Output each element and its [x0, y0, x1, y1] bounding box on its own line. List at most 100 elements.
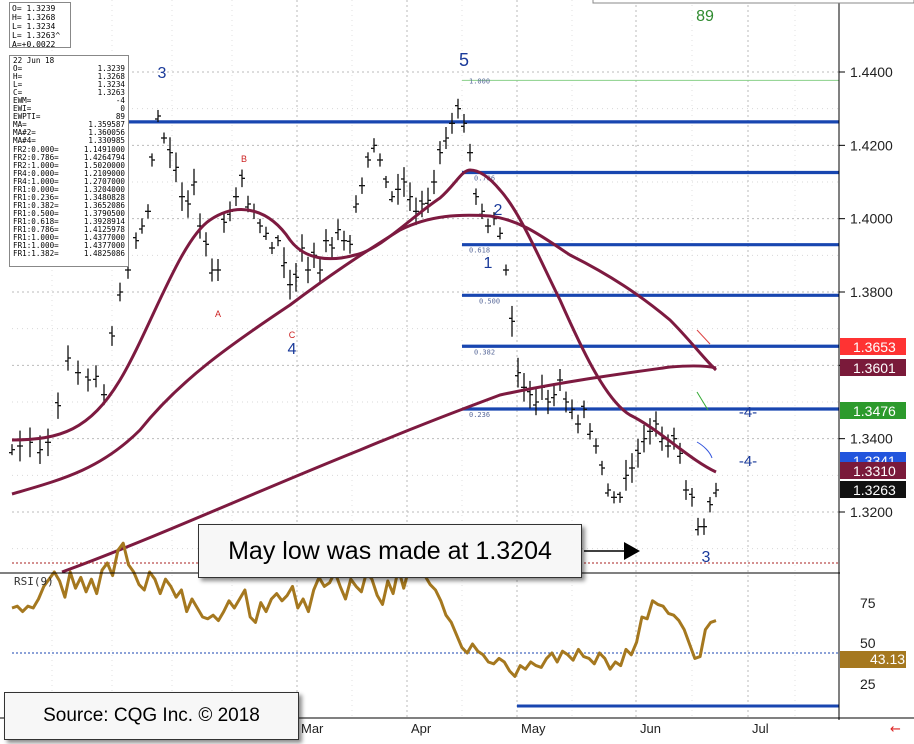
info-row-key: MA= [13, 120, 27, 130]
info-row: FR1:0.000= 1.3204000 [13, 184, 125, 194]
month-label: Mar [301, 721, 324, 736]
info-row: FR2:0.786= 1.4264794 [13, 153, 125, 162]
info-row-key: FR1:0.236= [13, 192, 59, 202]
info-row-value: 1.4377000 [83, 241, 125, 251]
wave-label: 2 [494, 202, 503, 219]
moving-averages [11, 168, 718, 574]
info-row: FR2:1.000= 1.5020000 [13, 160, 125, 170]
price-flag [840, 481, 906, 498]
rsi-tick: 75 [860, 595, 876, 611]
quote-box: O= 1.3239 H= 1.3268 L= 1.3234 L= 1.3263^… [9, 2, 71, 49]
info-row: FR1:0.236= 1.3480828 [13, 192, 125, 202]
info-row: FR1:0.618= 1.3928914 [13, 216, 125, 226]
info-row: FR1:0.786= 1.4125978 [13, 225, 125, 234]
ma-mid [11, 213, 718, 496]
info-row: O= 1.3239 [13, 64, 125, 74]
info-row-value: 1.3652086 [83, 200, 125, 210]
info-row-value: 1.3928914 [83, 216, 125, 226]
rsi-tick: 25 [860, 676, 876, 692]
info-row-value: 1.3204000 [83, 184, 125, 194]
price-flag-value: 1.3601 [853, 360, 896, 376]
fibonacci-lines: 1.000 0.786 0.618 0.500 0.382 0.236 [12, 77, 839, 419]
info-row: EWM= -4 [13, 97, 125, 105]
source-callout: Source: CQG Inc. © 2018 [4, 692, 299, 740]
info-row-key: FR4:1.000= [13, 176, 59, 186]
info-rows: O= 1.3239 H= 1.3268 L= 1.3234 C= 1.3263 EWM= -4 EW… [13, 64, 125, 258]
info-row-key: FR1:1.382= [13, 249, 59, 259]
scroll-arrow-icon: ← [890, 722, 901, 737]
wave-label: 5 [459, 50, 469, 70]
info-row-key: L= [13, 80, 23, 90]
price-flag-value: 1.3310 [853, 463, 896, 479]
price-flag [840, 338, 906, 355]
info-row-key: MA#2= [13, 128, 36, 138]
info-row-value: 1.2707000 [83, 176, 125, 186]
wave-label: 3 [158, 65, 167, 82]
quote-line: H= 1.3268 [12, 13, 56, 22]
info-row-key: EWI= [13, 104, 32, 114]
info-row: EWPTI= 89 [13, 113, 125, 121]
ma-slow [61, 364, 717, 574]
wave-label: 4 [288, 341, 297, 358]
month-label: May [521, 721, 546, 736]
info-row: FR1:1.000= 1.4377000 [13, 242, 125, 250]
info-row-value: 1.3234 [97, 80, 125, 90]
month-label: Jul [752, 721, 769, 736]
callout-arrow-icon [624, 542, 640, 560]
price-flag [840, 402, 906, 419]
info-row-value: 1.3790500 [83, 208, 125, 218]
info-row-value: 1.359587 [88, 120, 125, 130]
quote-line: L= 1.3234 [12, 22, 56, 31]
info-row-value: 1.3480828 [83, 192, 125, 202]
info-row-key: MA#4= [13, 136, 36, 146]
info-row: FR1:1.000= 1.4377000 [13, 233, 125, 243]
info-row-key: FR2:1.000= [13, 160, 59, 170]
rsi-panel: RSI(9) 75 50 25 43.13 [11, 541, 906, 708]
price-tick-label: 1.4000 [850, 211, 893, 227]
info-row: FR4:0.000= 1.2109000 [13, 169, 125, 178]
info-row-value: 1.360056 [88, 128, 125, 138]
price-tick-label: 1.3800 [850, 284, 893, 300]
info-row-key: EWPTI= [13, 112, 41, 122]
price-tick-label: 1.3200 [850, 504, 893, 520]
wave-label: B [241, 154, 247, 164]
rsi-tick: 50 [860, 635, 876, 651]
projection-red [696, 329, 711, 345]
info-row-value: 1.3239 [97, 64, 125, 74]
price-tick-label: 1.3400 [850, 431, 893, 447]
price-flag-value: 1.3263 [853, 482, 896, 498]
quote-line: A=+0.0022 [12, 40, 56, 49]
fib-label: 0.382 [474, 348, 495, 356]
wave-label: A [215, 309, 221, 319]
info-row-value: 1.3263 [97, 88, 125, 98]
fib-label: 0.500 [479, 297, 500, 305]
info-row-value: 1.3268 [97, 72, 125, 82]
wave-label: 3 [702, 549, 711, 566]
info-date: 22 Jun 18 [13, 56, 55, 65]
ma-fast [11, 168, 717, 474]
info-row: EWI= 0 [13, 105, 125, 113]
price-tick-label: 1.4400 [850, 64, 893, 80]
info-row-key: O= [13, 64, 23, 74]
fib-label: 0.618 [469, 247, 490, 255]
info-row-key: C= [13, 88, 23, 98]
rsi-flag [840, 651, 906, 668]
info-row: FR1:1.382= 1.4825086 [13, 250, 125, 258]
projection-green [696, 391, 709, 411]
projection-blue [696, 441, 713, 459]
info-row-key: FR1:1.000= [13, 233, 59, 243]
info-row-value: 1.4377000 [83, 233, 125, 243]
info-row: C= 1.3263 [13, 89, 125, 97]
info-row: FR1:0.382= 1.3652086 [13, 200, 125, 210]
wave-label: 1 [484, 255, 493, 272]
info-row: MA#4= 1.330985 [13, 137, 125, 145]
price-flag [840, 359, 906, 376]
wave-label: -4- [739, 453, 757, 470]
info-row: L= 1.3234 [13, 81, 125, 89]
price-flag-value: 1.3653 [853, 339, 896, 355]
info-row-key: FR1:0.382= [13, 200, 59, 210]
info-row-key: FR1:0.500= [13, 208, 59, 218]
